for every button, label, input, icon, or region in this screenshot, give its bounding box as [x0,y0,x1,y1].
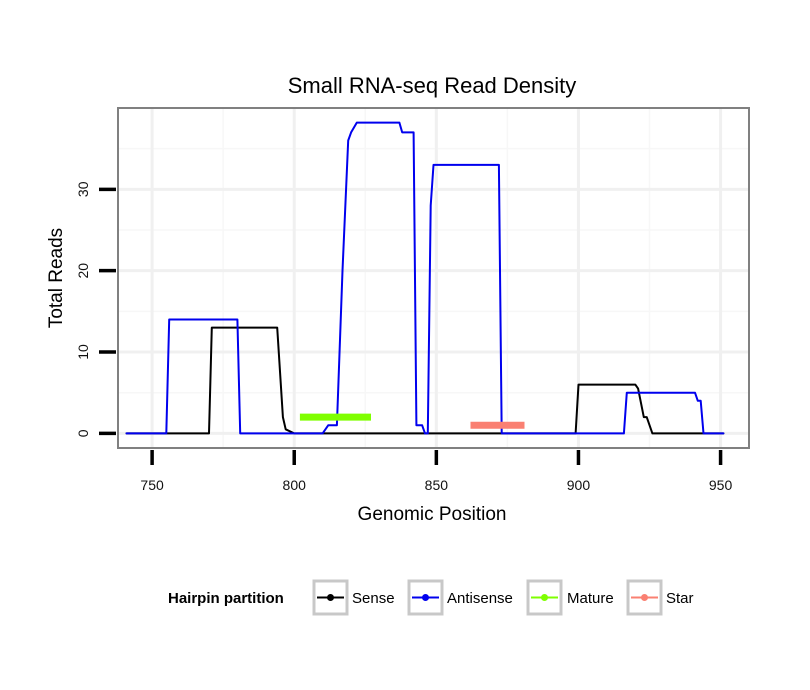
y-tick-label: 30 [75,181,91,197]
series-line-antisense [125,121,725,435]
x-tick-label: 750 [140,477,164,493]
y-axis-label: Total Reads [46,228,67,328]
legend-label-sense: Sense [352,590,395,607]
plot-background [118,108,749,448]
legend-label-antisense: Antisense [447,590,513,607]
y-tick-label: 20 [75,263,91,279]
x-tick-label: 950 [709,477,733,493]
x-tick-label: 900 [567,477,591,493]
legend-key-dot [541,594,548,601]
legend-key-dot [641,594,648,601]
plot-border [117,107,750,449]
legend-key-dot [327,594,334,601]
y-tick-label: 0 [75,429,91,437]
x-tick-label: 850 [425,477,449,493]
legend-key-dot [422,594,429,601]
series-layer [125,121,725,435]
legend-label-mature: Mature [567,590,614,607]
legend-title: Hairpin partition [168,590,284,607]
x-axis: 750 800 850 900 950 [140,450,732,493]
legend: Hairpin partition Sense Antisense Mature St… [168,579,694,616]
y-tick-label: 10 [75,344,91,360]
x-axis-label: Genomic Position [358,504,507,525]
chart-title: Small RNA-seq Read Density [288,73,577,98]
x-tick-label: 800 [283,477,307,493]
y-axis: 0 10 20 30 [75,181,116,437]
legend-label-star: Star [666,590,694,607]
